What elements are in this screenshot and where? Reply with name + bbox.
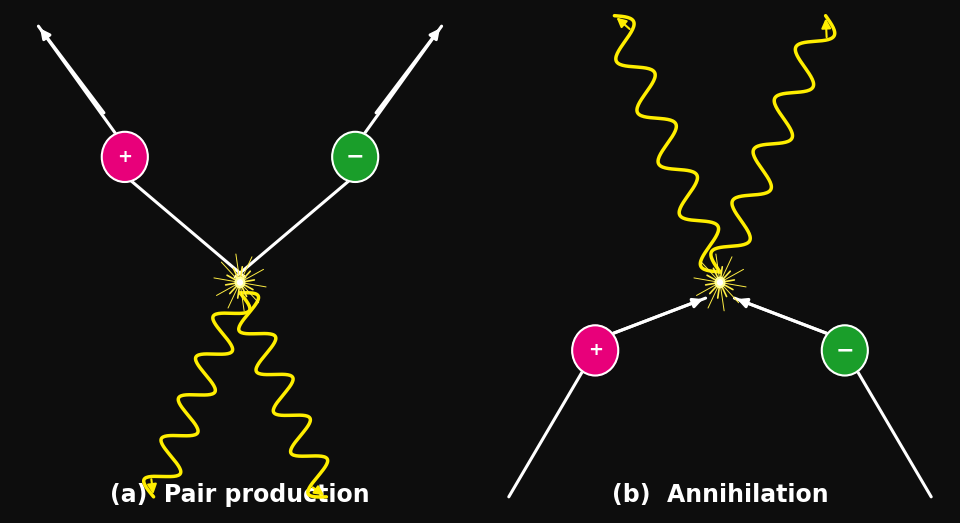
Text: +: + (588, 342, 603, 359)
Circle shape (572, 325, 618, 376)
Circle shape (715, 277, 725, 288)
Circle shape (332, 132, 378, 182)
Text: +: + (117, 148, 132, 166)
Text: −: − (835, 340, 854, 360)
Circle shape (235, 277, 245, 288)
Circle shape (102, 132, 148, 182)
Circle shape (238, 280, 242, 285)
Circle shape (822, 325, 868, 376)
Circle shape (718, 280, 722, 285)
Text: (a)  Pair production: (a) Pair production (110, 483, 370, 507)
Text: −: − (346, 147, 365, 167)
Text: (b)  Annihilation: (b) Annihilation (612, 483, 828, 507)
